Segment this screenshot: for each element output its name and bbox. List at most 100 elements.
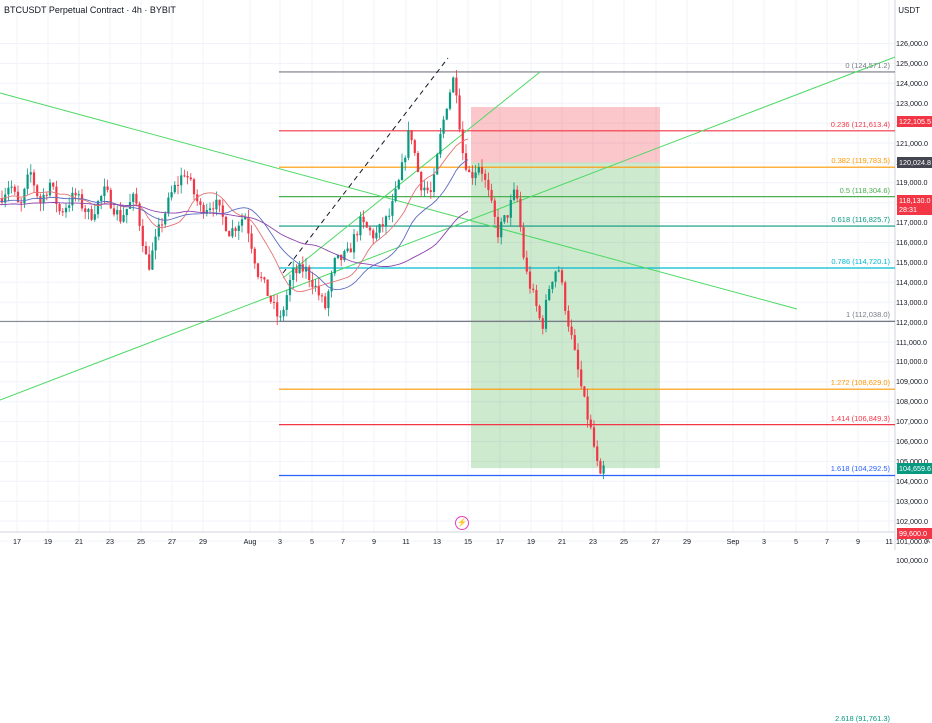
candle-body	[36, 185, 39, 197]
candle-body	[48, 182, 52, 196]
time-scale-label: 3	[762, 537, 766, 546]
candle-body	[503, 215, 506, 222]
symbol-title[interactable]: BTCUSDT Perpetual Contract · 4h · BYBIT	[4, 5, 176, 15]
candle-body	[231, 228, 234, 237]
candle-body	[260, 276, 263, 278]
time-scale-label: 7	[825, 537, 829, 546]
candle-body	[432, 174, 436, 192]
candle-body	[343, 251, 346, 261]
candle-body	[413, 140, 416, 153]
candle-body	[266, 279, 269, 296]
candle-body	[301, 264, 304, 272]
time-scale-label: 11	[885, 537, 893, 546]
candle-body	[548, 289, 551, 300]
candle-body	[208, 208, 212, 211]
candle-body	[42, 194, 45, 203]
candle-body	[176, 184, 180, 186]
candle-body	[570, 326, 573, 336]
candle-body	[295, 268, 298, 274]
candle-body	[221, 205, 224, 217]
candle-body	[298, 264, 301, 274]
candle-body	[202, 204, 205, 214]
candle-body	[215, 199, 218, 210]
candle-body	[471, 172, 474, 179]
candle-body	[359, 216, 362, 236]
candle-body	[4, 194, 7, 203]
time-scale-label: 23	[106, 537, 114, 546]
time-scale-label: 25	[137, 537, 145, 546]
candle-body	[292, 268, 295, 280]
fib-level-label: 0 (124,571.2)	[845, 60, 890, 70]
price-scale-label: 125,000.0	[896, 58, 928, 68]
candle-body	[167, 197, 170, 214]
last-price-value: 118,130.0	[899, 195, 931, 205]
candle-body	[397, 180, 400, 189]
candle-body	[317, 285, 320, 296]
candle-body	[455, 77, 458, 96]
candle-body	[90, 209, 93, 220]
candle-body	[144, 245, 148, 255]
candle-body	[404, 157, 407, 163]
candle-body	[519, 198, 522, 228]
time-scale-label: 9	[372, 537, 376, 546]
candle-body	[452, 77, 455, 93]
candle-body	[583, 386, 586, 397]
candle-body	[192, 179, 196, 195]
candle-body	[500, 221, 503, 238]
candle-body	[480, 167, 484, 174]
candle-body	[125, 208, 128, 216]
price-scale-label: 115,000.0	[896, 257, 928, 267]
price-scale-label: 105,000.0	[896, 456, 928, 466]
candle-body	[333, 258, 336, 274]
candle-body	[365, 222, 368, 228]
time-scale-label: 5	[310, 537, 314, 546]
candle-body	[106, 186, 109, 190]
candle-body	[10, 186, 13, 188]
auto-scale-icon[interactable]: A	[925, 538, 930, 545]
candle-body	[84, 208, 87, 212]
candle-body	[77, 194, 80, 196]
candle-body	[420, 171, 423, 191]
price-scale-label: 110,000.0	[896, 357, 928, 367]
candle-body	[58, 204, 61, 212]
candle-body	[391, 200, 394, 216]
candle-body	[160, 224, 164, 226]
candle-body	[253, 248, 256, 264]
stop-loss-zone	[471, 107, 660, 163]
time-scale-label: 21	[75, 537, 83, 546]
price-chart[interactable]	[0, 0, 932, 550]
candle-body	[388, 215, 391, 217]
candle-countdown: 28:31	[899, 204, 917, 214]
time-scale-label: 7	[341, 537, 345, 546]
candle-body	[362, 216, 365, 223]
lightning-icon[interactable]: ⚡	[455, 516, 469, 530]
candle-body	[20, 202, 23, 204]
candle-body	[509, 199, 512, 218]
candle-body	[375, 232, 378, 239]
candle-body	[544, 299, 548, 329]
candle-body	[96, 200, 100, 215]
candle-body	[327, 291, 330, 309]
candle-body	[282, 309, 285, 317]
candle-body	[247, 216, 250, 234]
low-price-tag: 99,600.0	[897, 528, 932, 539]
candle-body	[0, 198, 4, 203]
candle-body	[122, 215, 125, 222]
time-scale-label: 17	[496, 537, 504, 546]
target-price-tag: 104,659.6	[897, 462, 932, 474]
candle-body	[39, 196, 42, 203]
price-scale-label: 124,000.0	[896, 78, 928, 88]
candle-body	[439, 133, 442, 155]
price-scale-label: 100,000.0	[896, 556, 928, 566]
candle-body	[288, 279, 292, 296]
candle-body	[148, 254, 151, 270]
price-scale-label: 121,000.0	[896, 138, 928, 148]
candle-body	[541, 318, 544, 329]
candle-body	[103, 186, 106, 197]
candle-body	[23, 188, 26, 204]
fib-level-label: 0.382 (119,783.5)	[831, 156, 890, 166]
candle-body	[573, 335, 576, 350]
candle-body	[336, 254, 340, 259]
candle-body	[516, 189, 519, 199]
